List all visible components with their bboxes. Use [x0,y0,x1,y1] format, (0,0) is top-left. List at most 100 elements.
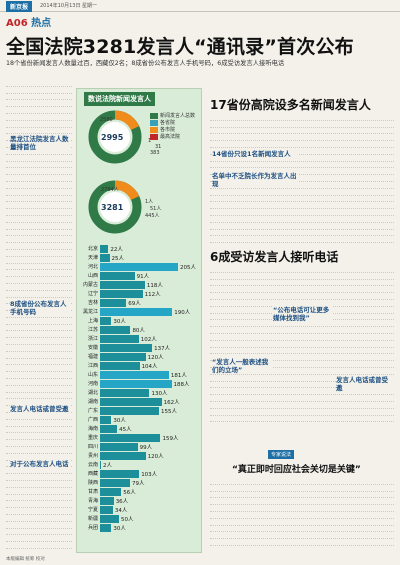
bar [100,424,118,433]
text-line [6,155,72,162]
text-line [210,280,394,287]
text-line [210,334,394,341]
donut-chart-2 [88,180,142,234]
bar-value-label: 79人 [132,480,145,487]
text-line [210,361,394,368]
bar-category-label: 广东 [87,408,98,414]
bar-category-label: 甘肃 [87,489,98,495]
bar [100,244,109,253]
legend-item-supreme: 最高法院 [150,133,195,140]
bar-category-label: 广西 [87,417,98,423]
text-line [6,481,72,488]
left-subhead-4: 对于公布发言人电话 [10,460,70,468]
legend-item-province: 各省院 [150,119,195,126]
text-line [210,286,394,294]
headline: 全国法院3281发言人“通讯录”首次公布 [6,36,354,58]
donut2-b-value: 51人 [150,206,162,212]
footer-credits: 本版编辑 统筹 校对 [6,557,45,562]
text-line [6,148,72,155]
right-top-heading: 17省份高院设多名新闻发言人 [210,98,371,112]
text-line [210,196,394,203]
bar [100,451,146,460]
bar [100,334,139,343]
text-line [210,114,394,121]
bar [100,415,112,424]
bar-row: 黑龙江 190人 [80,307,200,316]
right-top-article [210,114,394,244]
right-mid-subhead-3: 发言人电话或曾受邀 [336,376,394,392]
donut2-city-segment [114,180,140,201]
donut1-center [100,122,130,152]
bar-category-label: 海南 [87,426,98,432]
bar-category-label: 安徽 [87,345,98,351]
bar-value-label: 30人 [113,417,126,424]
bar-category-label: 兵团 [87,525,98,531]
bar-category-label: 江西 [87,363,98,369]
bar-row: 陕西 79人 [80,478,200,487]
text-line [6,331,72,339]
bar-value-label: 155人 [160,408,177,415]
donut-chart-1 [88,110,142,164]
text-line [6,345,72,352]
bar-row: 湖北 130人 [80,388,200,397]
bar-row: 四川 99人 [80,442,200,451]
bar-row: 内蒙古 118人 [80,280,200,289]
text-line [6,535,72,543]
bar-row: 福建 120人 [80,352,200,361]
text-line [210,223,394,230]
text-line [210,478,394,485]
text-line [6,128,72,135]
bar-value-label: 2人 [103,462,112,469]
bar [100,271,135,280]
text-line [210,532,394,540]
text-line [6,467,72,475]
bar [100,469,140,478]
text-line [210,368,394,375]
bar-category-label: 山西 [87,273,98,279]
bar-value-label: 99人 [139,444,153,451]
text-line [6,447,72,454]
bar [100,442,138,451]
text-line [6,100,72,108]
text-line [6,501,72,509]
bar-value-label: 205人 [180,264,196,271]
legend-swatch [150,133,158,140]
bar-category-label: 重庆 [87,435,98,441]
donut1-b-value: 31 [155,144,162,150]
bar-value-label: 104人 [141,363,158,370]
text-line [6,542,72,549]
bar-category-label: 天津 [87,255,98,261]
bar [100,307,173,316]
text-line [6,168,72,176]
text-line [210,485,394,492]
issue-date: 2014年10月13日 星期一 [40,3,98,9]
text-line [210,216,394,223]
bar [100,397,162,406]
bar-value-label: 130人 [151,390,168,397]
bar-category-label: 江苏 [87,327,98,333]
text-line [6,325,72,332]
section-name: 热点 [31,18,52,29]
bar-category-label: 新疆 [87,516,98,522]
legend-swatch [150,119,158,126]
bar [100,478,131,487]
bar-row: 广东 155人 [80,406,200,415]
bar [100,523,112,532]
text-line [6,352,72,359]
text-line [6,311,72,318]
text-line [6,107,72,114]
text-line [210,395,394,402]
bar [100,514,120,523]
bar-value-label: 69人 [128,300,141,307]
text-line [210,327,394,334]
text-line [6,413,72,420]
text-line [6,223,72,230]
text-line [6,277,72,284]
text-line [6,427,72,434]
bar-row: 河南 188人 [80,379,200,388]
text-line [210,189,394,196]
text-line [210,266,394,273]
text-line [210,182,394,189]
bar-row: 宁夏 34人 [80,505,200,514]
text-line [210,230,394,237]
